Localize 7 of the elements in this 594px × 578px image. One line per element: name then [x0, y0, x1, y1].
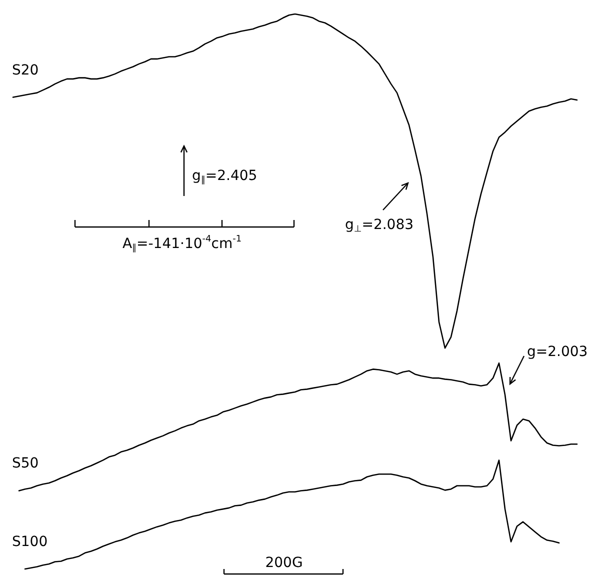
annotation: 200G	[265, 555, 303, 571]
series-label: S50	[12, 456, 39, 472]
annotation: g∥=2.405	[192, 168, 258, 186]
annotation: g⊥=2.083	[345, 217, 414, 234]
series-label: S100	[12, 534, 48, 550]
series-label: S20	[12, 62, 39, 78]
annotation: g=2.003	[527, 344, 588, 360]
